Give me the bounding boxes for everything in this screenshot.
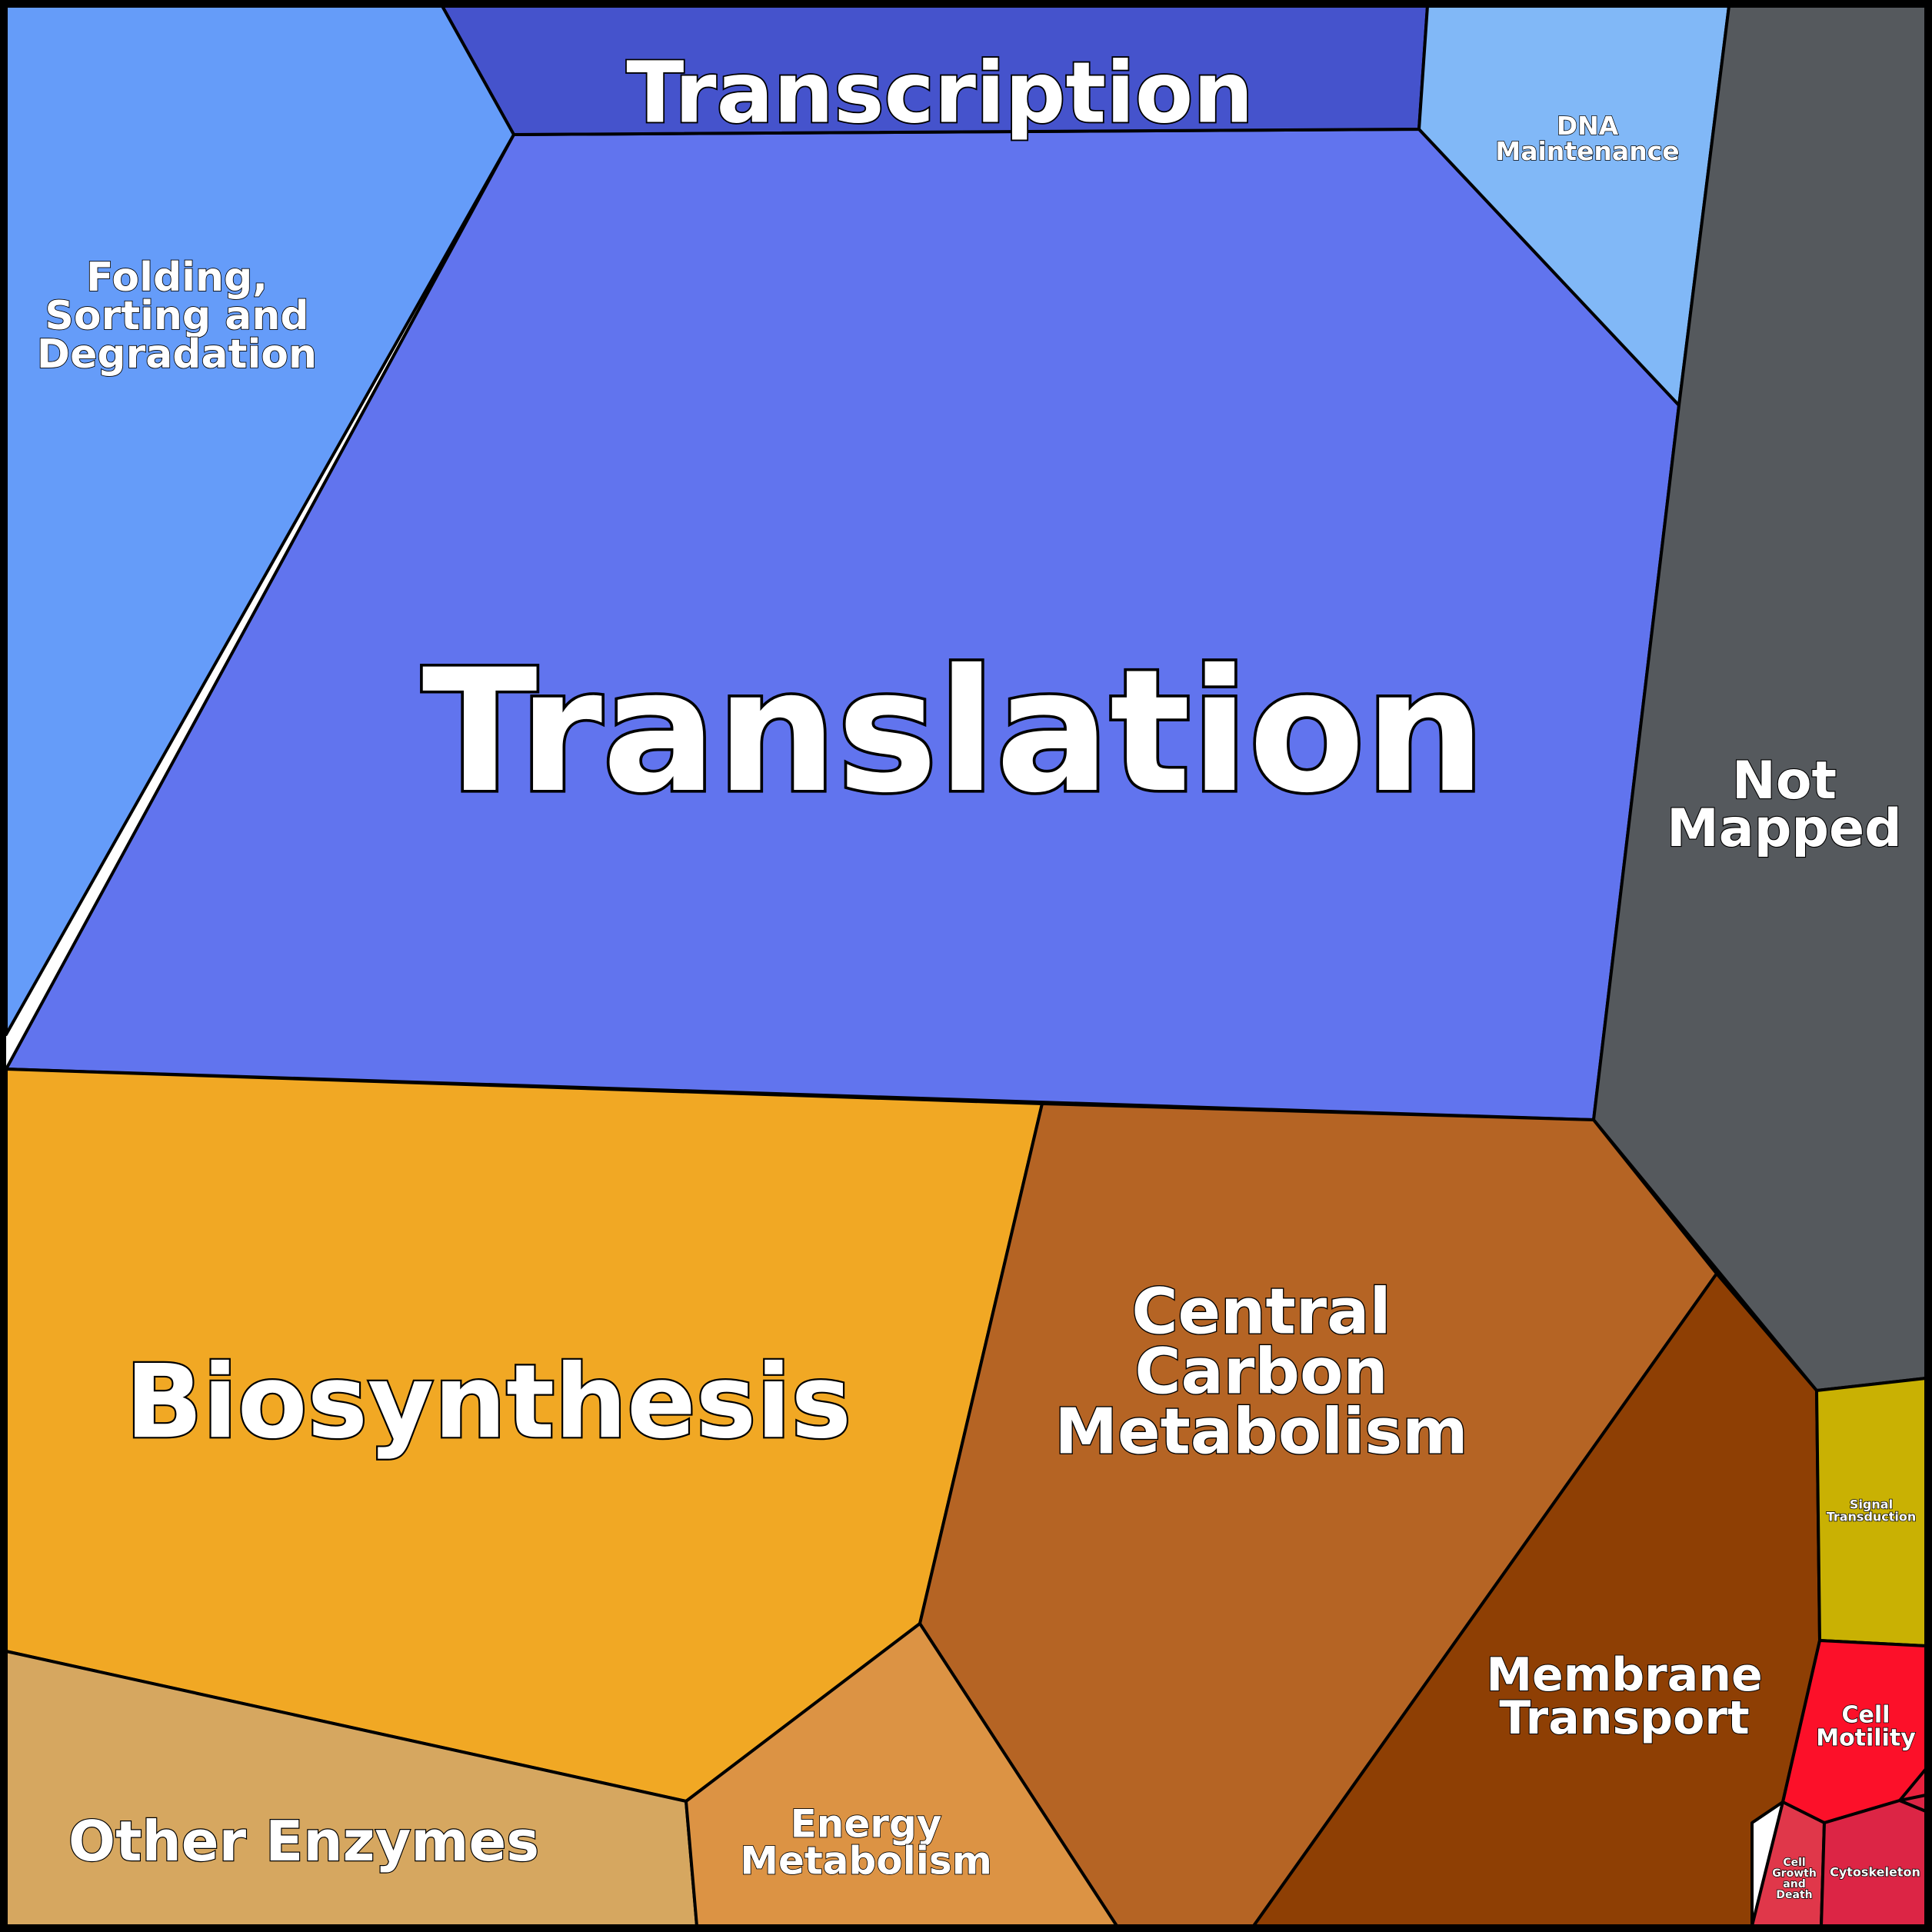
label-line: Degradation (37, 331, 317, 378)
label-line: Folding, (86, 255, 268, 301)
label-line: Central (1131, 1276, 1391, 1349)
label-line: Membrane (1486, 1648, 1762, 1702)
label-dna-maintenance: DNA Maintenance (1495, 111, 1679, 166)
voronoi-cells (5, 5, 1927, 1927)
label-line: Death (1776, 1889, 1812, 1901)
label-line: Maintenance (1495, 136, 1679, 166)
voronoi-labels: Translation Transcription Folding, Sorting … (36, 42, 1921, 1902)
label-line: Signal (1850, 1497, 1893, 1512)
label-line: DNA (1557, 111, 1619, 141)
label-line: Transduction (1827, 1510, 1917, 1524)
label-line: Mapped (1667, 798, 1902, 859)
label-line: Not (1732, 751, 1837, 811)
label-cytoskeleton: Cytoskeleton (1830, 1865, 1920, 1880)
label-signal-transduction: Signal Transduction (1827, 1497, 1917, 1524)
label-line: Growth (1772, 1867, 1817, 1880)
label-line: Transport (1499, 1691, 1749, 1745)
label-not-mapped: Not Mapped (1667, 751, 1902, 859)
label-line: Cell (1783, 1857, 1805, 1869)
label-biosynthesis: Biosynthesis (125, 1343, 851, 1461)
label-line: Biosynthesis (125, 1343, 851, 1461)
label-folding-sorting-degradation: Folding, Sorting and Degradation (37, 255, 317, 378)
label-line: Motility (1816, 1725, 1916, 1752)
label-membrane-transport: Membrane Transport (1486, 1648, 1762, 1745)
label-line: Translation (422, 633, 1486, 830)
label-line: Cytoskeleton (1830, 1865, 1920, 1880)
label-line: Energy (791, 1802, 942, 1847)
label-cell-motility: Cell Motility (1816, 1702, 1916, 1752)
label-line: Other Enzymes (68, 1809, 539, 1874)
label-translation: Translation (422, 633, 1486, 830)
label-line: and (1783, 1878, 1805, 1890)
label-line: Metabolism (740, 1839, 992, 1884)
label-line: Cell (1842, 1702, 1890, 1729)
label-central-carbon-metabolism: Central Carbon Metabolism (1054, 1276, 1467, 1469)
label-line: Carbon (1134, 1336, 1387, 1409)
label-cell-growth-and-death: Cell Growth and Death (1772, 1857, 1817, 1901)
label-line: Metabolism (1054, 1396, 1467, 1469)
region-cytoskeleton (1820, 1799, 1927, 1927)
label-other-enzymes: Other Enzymes (68, 1809, 539, 1874)
label-transcription: Transcription (626, 44, 1253, 142)
label-energy-metabolism: Energy Metabolism (740, 1802, 992, 1884)
label-line: Sorting and (45, 293, 308, 339)
label-line: Transcription (626, 44, 1253, 142)
